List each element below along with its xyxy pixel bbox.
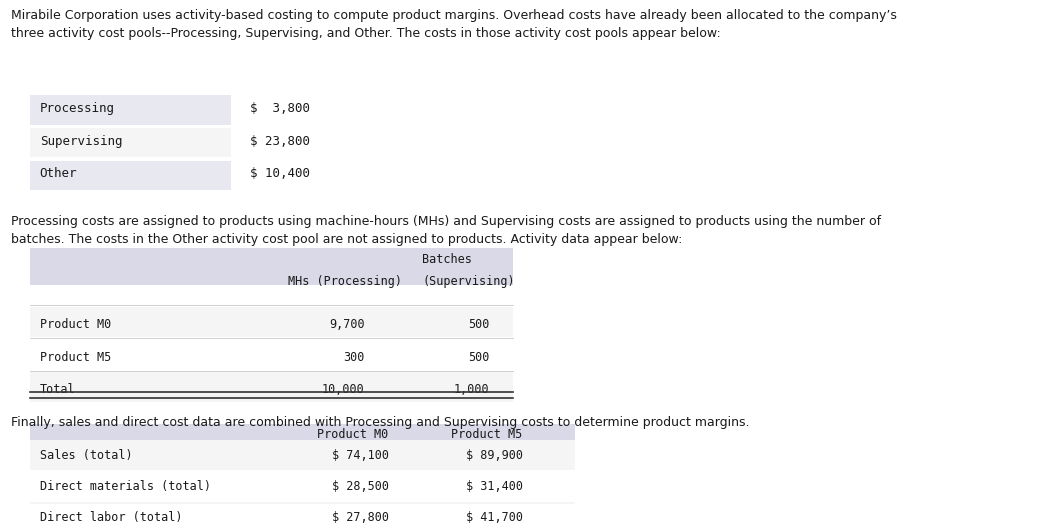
Text: Finally, sales and direct cost data are combined with Processing and Supervising: Finally, sales and direct cost data are … <box>10 416 750 429</box>
Text: Sales (total): Sales (total) <box>40 449 133 462</box>
FancyBboxPatch shape <box>30 95 231 125</box>
FancyBboxPatch shape <box>30 248 513 286</box>
FancyBboxPatch shape <box>30 503 575 524</box>
Text: 500: 500 <box>468 351 490 364</box>
Text: Other: Other <box>40 167 77 180</box>
Text: Total: Total <box>40 384 75 396</box>
Text: (Supervising): (Supervising) <box>422 275 515 288</box>
Text: Product M5: Product M5 <box>451 428 523 441</box>
FancyBboxPatch shape <box>30 440 575 470</box>
Text: MHs (Processing): MHs (Processing) <box>288 275 402 288</box>
Text: $ 23,800: $ 23,800 <box>251 135 310 148</box>
FancyBboxPatch shape <box>30 471 575 501</box>
Text: Product M0: Product M0 <box>317 428 388 441</box>
Text: Product M5: Product M5 <box>40 351 111 364</box>
Text: Product M0: Product M0 <box>40 318 111 331</box>
Text: $ 31,400: $ 31,400 <box>466 480 523 493</box>
FancyBboxPatch shape <box>30 340 513 370</box>
Text: Processing: Processing <box>40 102 115 115</box>
Text: 1,000: 1,000 <box>453 384 490 396</box>
Text: 9,700: 9,700 <box>329 318 364 331</box>
Text: Supervising: Supervising <box>40 135 122 148</box>
Text: 300: 300 <box>343 351 364 364</box>
FancyBboxPatch shape <box>30 372 513 402</box>
Text: 500: 500 <box>468 318 490 331</box>
Text: Mirabile Corporation uses activity-based costing to compute product margins. Ove: Mirabile Corporation uses activity-based… <box>10 9 897 40</box>
Text: 10,000: 10,000 <box>322 384 364 396</box>
Text: Direct materials (total): Direct materials (total) <box>40 480 211 493</box>
FancyBboxPatch shape <box>30 161 231 190</box>
Text: $  3,800: $ 3,800 <box>251 102 310 115</box>
Text: $ 89,900: $ 89,900 <box>466 449 523 462</box>
Text: $ 41,700: $ 41,700 <box>466 511 523 524</box>
Text: Batches: Batches <box>422 253 472 266</box>
FancyBboxPatch shape <box>30 128 231 157</box>
FancyBboxPatch shape <box>30 307 513 337</box>
Text: Processing costs are assigned to products using machine-hours (MHs) and Supervis: Processing costs are assigned to product… <box>10 215 881 246</box>
Text: $ 27,800: $ 27,800 <box>332 511 388 524</box>
Text: Direct labor (total): Direct labor (total) <box>40 511 182 524</box>
Text: $ 10,400: $ 10,400 <box>251 167 310 180</box>
Text: $ 74,100: $ 74,100 <box>332 449 388 462</box>
FancyBboxPatch shape <box>30 423 575 451</box>
Text: $ 28,500: $ 28,500 <box>332 480 388 493</box>
